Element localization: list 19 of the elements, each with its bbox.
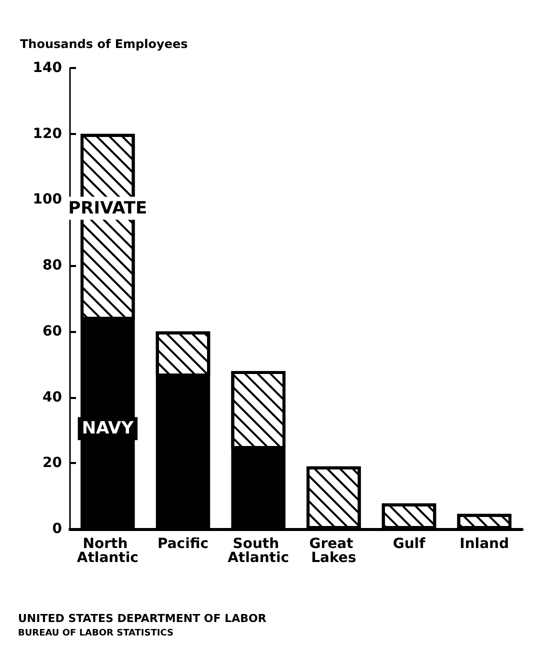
series-label: PRIVATE (68, 198, 148, 218)
y-tick-label: 80 (42, 258, 62, 274)
y-tick-label: 120 (32, 126, 62, 142)
x-tick-label: Pacific (157, 536, 209, 552)
x-tick-label: North Atlantic (76, 536, 138, 566)
y-tick-label: 20 (42, 455, 62, 472)
y-axis-title: Thousands of Employees (20, 37, 188, 51)
y-tick-label: 40 (42, 389, 62, 406)
text: UNITED STATES DEPARTMENT OF LABOR (18, 612, 267, 625)
x-tick-label: South Atlantic (228, 536, 290, 566)
text: BUREAU OF LABOR STATISTICS (18, 628, 174, 638)
y-tick-label: 0 (52, 521, 62, 537)
y-tick-label: 60 (42, 323, 62, 340)
x-tick-label: Great Lakes (309, 536, 358, 566)
y-tick-label: 100 (32, 192, 62, 208)
series-label: NAVY (82, 418, 134, 439)
x-tick-label: Inland (460, 536, 510, 552)
x-tick-label: Gulf (392, 536, 426, 552)
y-tick-label: 140 (32, 60, 62, 76)
